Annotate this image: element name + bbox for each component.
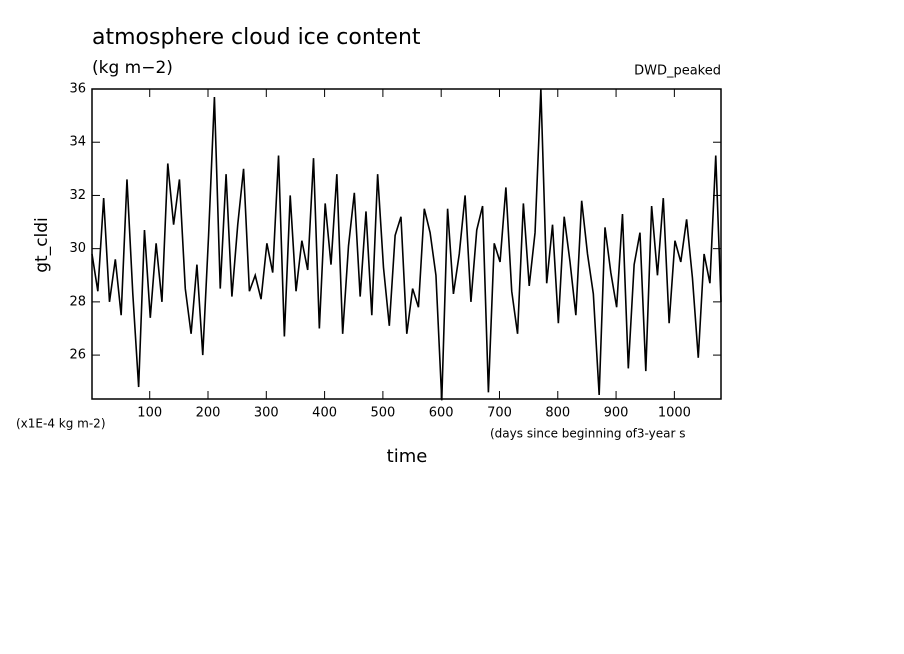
x-tick-label: 1000 (658, 406, 691, 421)
annotation: DWD_peaked (634, 64, 721, 79)
y-tick-label: 32 (69, 188, 86, 203)
data-line (91, 88, 722, 401)
y-axis-label: gt_cldi (32, 217, 52, 273)
x-tick-label: 500 (370, 406, 395, 421)
y-unit-note: (x1E-4 kg m-2) (16, 417, 106, 431)
y-tick-label: 26 (69, 348, 86, 363)
y-tick-label: 28 (69, 294, 86, 309)
x-axis-label: time (387, 446, 428, 467)
y-tick-label: 30 (69, 241, 86, 256)
x-tick-label: 700 (487, 406, 512, 421)
x-tick-label: 300 (254, 406, 279, 421)
x-tick-label: 900 (604, 406, 629, 421)
x-tick-label: 800 (545, 406, 570, 421)
x-note: (days since beginning of3-year s (490, 427, 686, 441)
chart-title: atmosphere cloud ice content (92, 25, 421, 50)
y-tick-label: 34 (69, 135, 86, 150)
x-tick-label: 200 (196, 406, 221, 421)
x-tick-label: 600 (429, 406, 454, 421)
x-tick-label: 100 (137, 406, 162, 421)
y-tick-label: 36 (69, 82, 86, 97)
x-tick-label: 400 (312, 406, 337, 421)
plot-frame (91, 88, 722, 400)
chart-subtitle: (kg m−2) (92, 58, 173, 78)
